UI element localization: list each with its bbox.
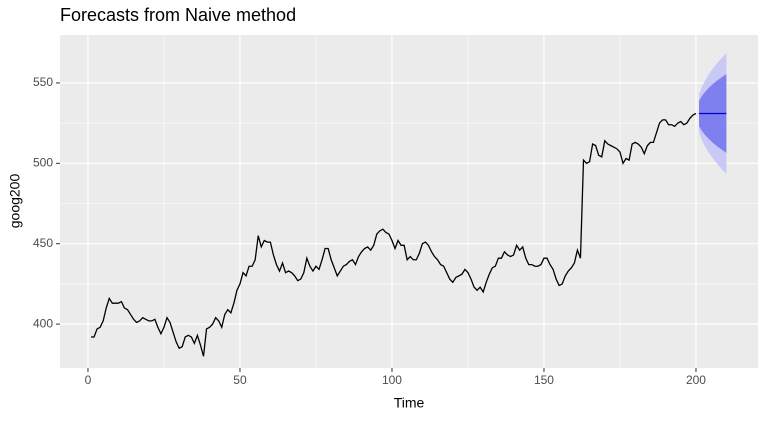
y-tick-label: 550: [33, 75, 53, 89]
y-tick-label: 400: [33, 316, 53, 330]
x-tick-label: 50: [233, 373, 247, 387]
x-tick-label: 0: [85, 373, 92, 387]
x-tick-label: 150: [534, 373, 554, 387]
x-tick-label: 200: [686, 373, 706, 387]
y-axis-label: goog200: [7, 174, 23, 229]
y-tick-label: 450: [33, 236, 53, 250]
chart-title: Forecasts from Naive method: [60, 5, 296, 25]
x-axis-label: Time: [394, 395, 425, 411]
x-tick-label: 100: [382, 373, 402, 387]
y-tick-label: 500: [33, 155, 53, 169]
series-line: [91, 112, 697, 357]
panel: [60, 35, 758, 368]
